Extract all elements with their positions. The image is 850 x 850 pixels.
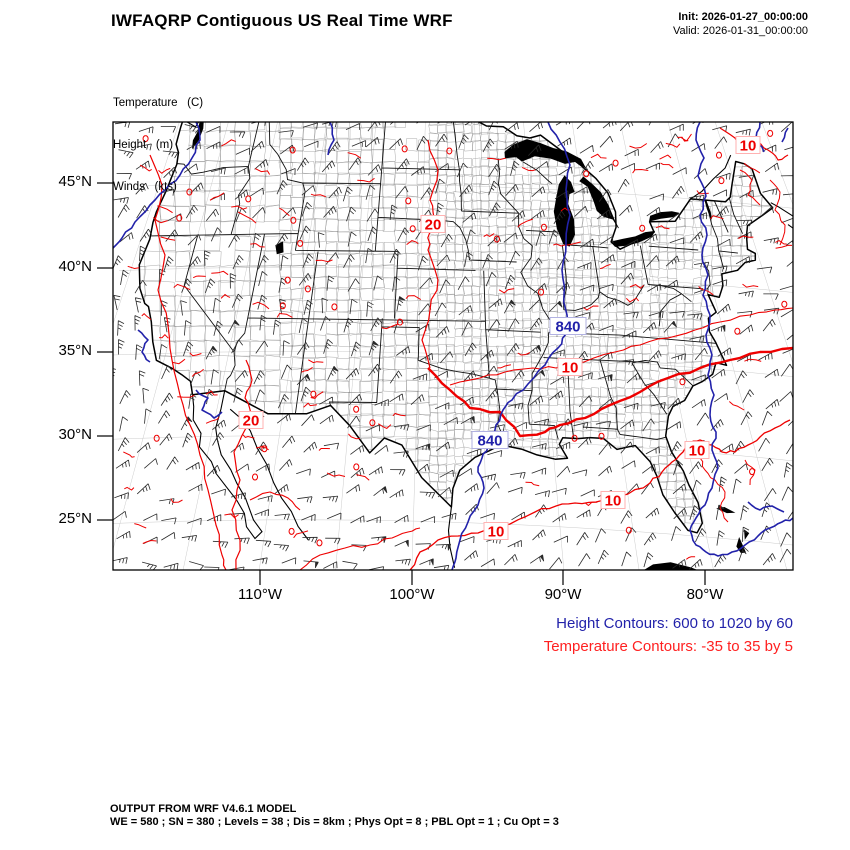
lon-label-80w: 80°W	[686, 586, 724, 603]
page-title: IWFAQRP Contiguous US Real Time WRF	[111, 11, 453, 30]
model-config-line: WE = 580 ; SN = 380 ; Levels = 38 ; Dis …	[110, 816, 559, 828]
svg-text:840: 840	[477, 432, 502, 449]
lat-label-45n: 45°N	[58, 173, 92, 190]
field-winds: Winds (kts)	[113, 181, 177, 193]
field-height: Height (m)	[113, 139, 174, 151]
svg-text:840: 840	[555, 318, 580, 335]
lon-label-100w: 100°W	[389, 586, 435, 603]
lat-label-40n: 40°N	[58, 258, 92, 275]
lat-label-25n: 25°N	[58, 510, 92, 527]
svg-text:20: 20	[243, 412, 260, 429]
lon-label-90w: 90°W	[544, 586, 582, 603]
field-temperature: Temperature (C)	[113, 97, 204, 109]
model-source-line: OUTPUT FROM WRF V4.6.1 MODEL	[110, 803, 297, 815]
svg-text:10: 10	[605, 492, 622, 509]
model-footer: OUTPUT FROM WRF V4.6.1 MODEL WE = 580 ; …	[110, 803, 559, 829]
lat-label-30n: 30°N	[58, 426, 92, 443]
height-contour-legend: Height Contours: 600 to 1020 by 60	[556, 615, 793, 632]
svg-text:10: 10	[488, 523, 505, 540]
svg-text:10: 10	[740, 137, 757, 154]
svg-text:10: 10	[562, 359, 579, 376]
temperature-contour-legend: Temperature Contours: -35 to 35 by 5	[543, 638, 793, 655]
field-legend: Temperature (C) Height (m) Winds (kts)	[113, 68, 203, 222]
lon-label-110w: 110°W	[237, 586, 283, 603]
contour-legend: Height Contours: 600 to 1020 by 60 Tempe…	[544, 612, 793, 658]
init-time: Init: 2026-01-27_00:00:00	[678, 11, 808, 23]
run-times: Init: 2026-01-27_00:00:00 Valid: 2026-01…	[673, 10, 808, 38]
valid-time: Valid: 2026-01-31_00:00:00	[673, 25, 808, 37]
lat-label-35n: 35°N	[58, 342, 92, 359]
svg-text:20: 20	[425, 216, 442, 233]
svg-text:10: 10	[689, 442, 706, 459]
